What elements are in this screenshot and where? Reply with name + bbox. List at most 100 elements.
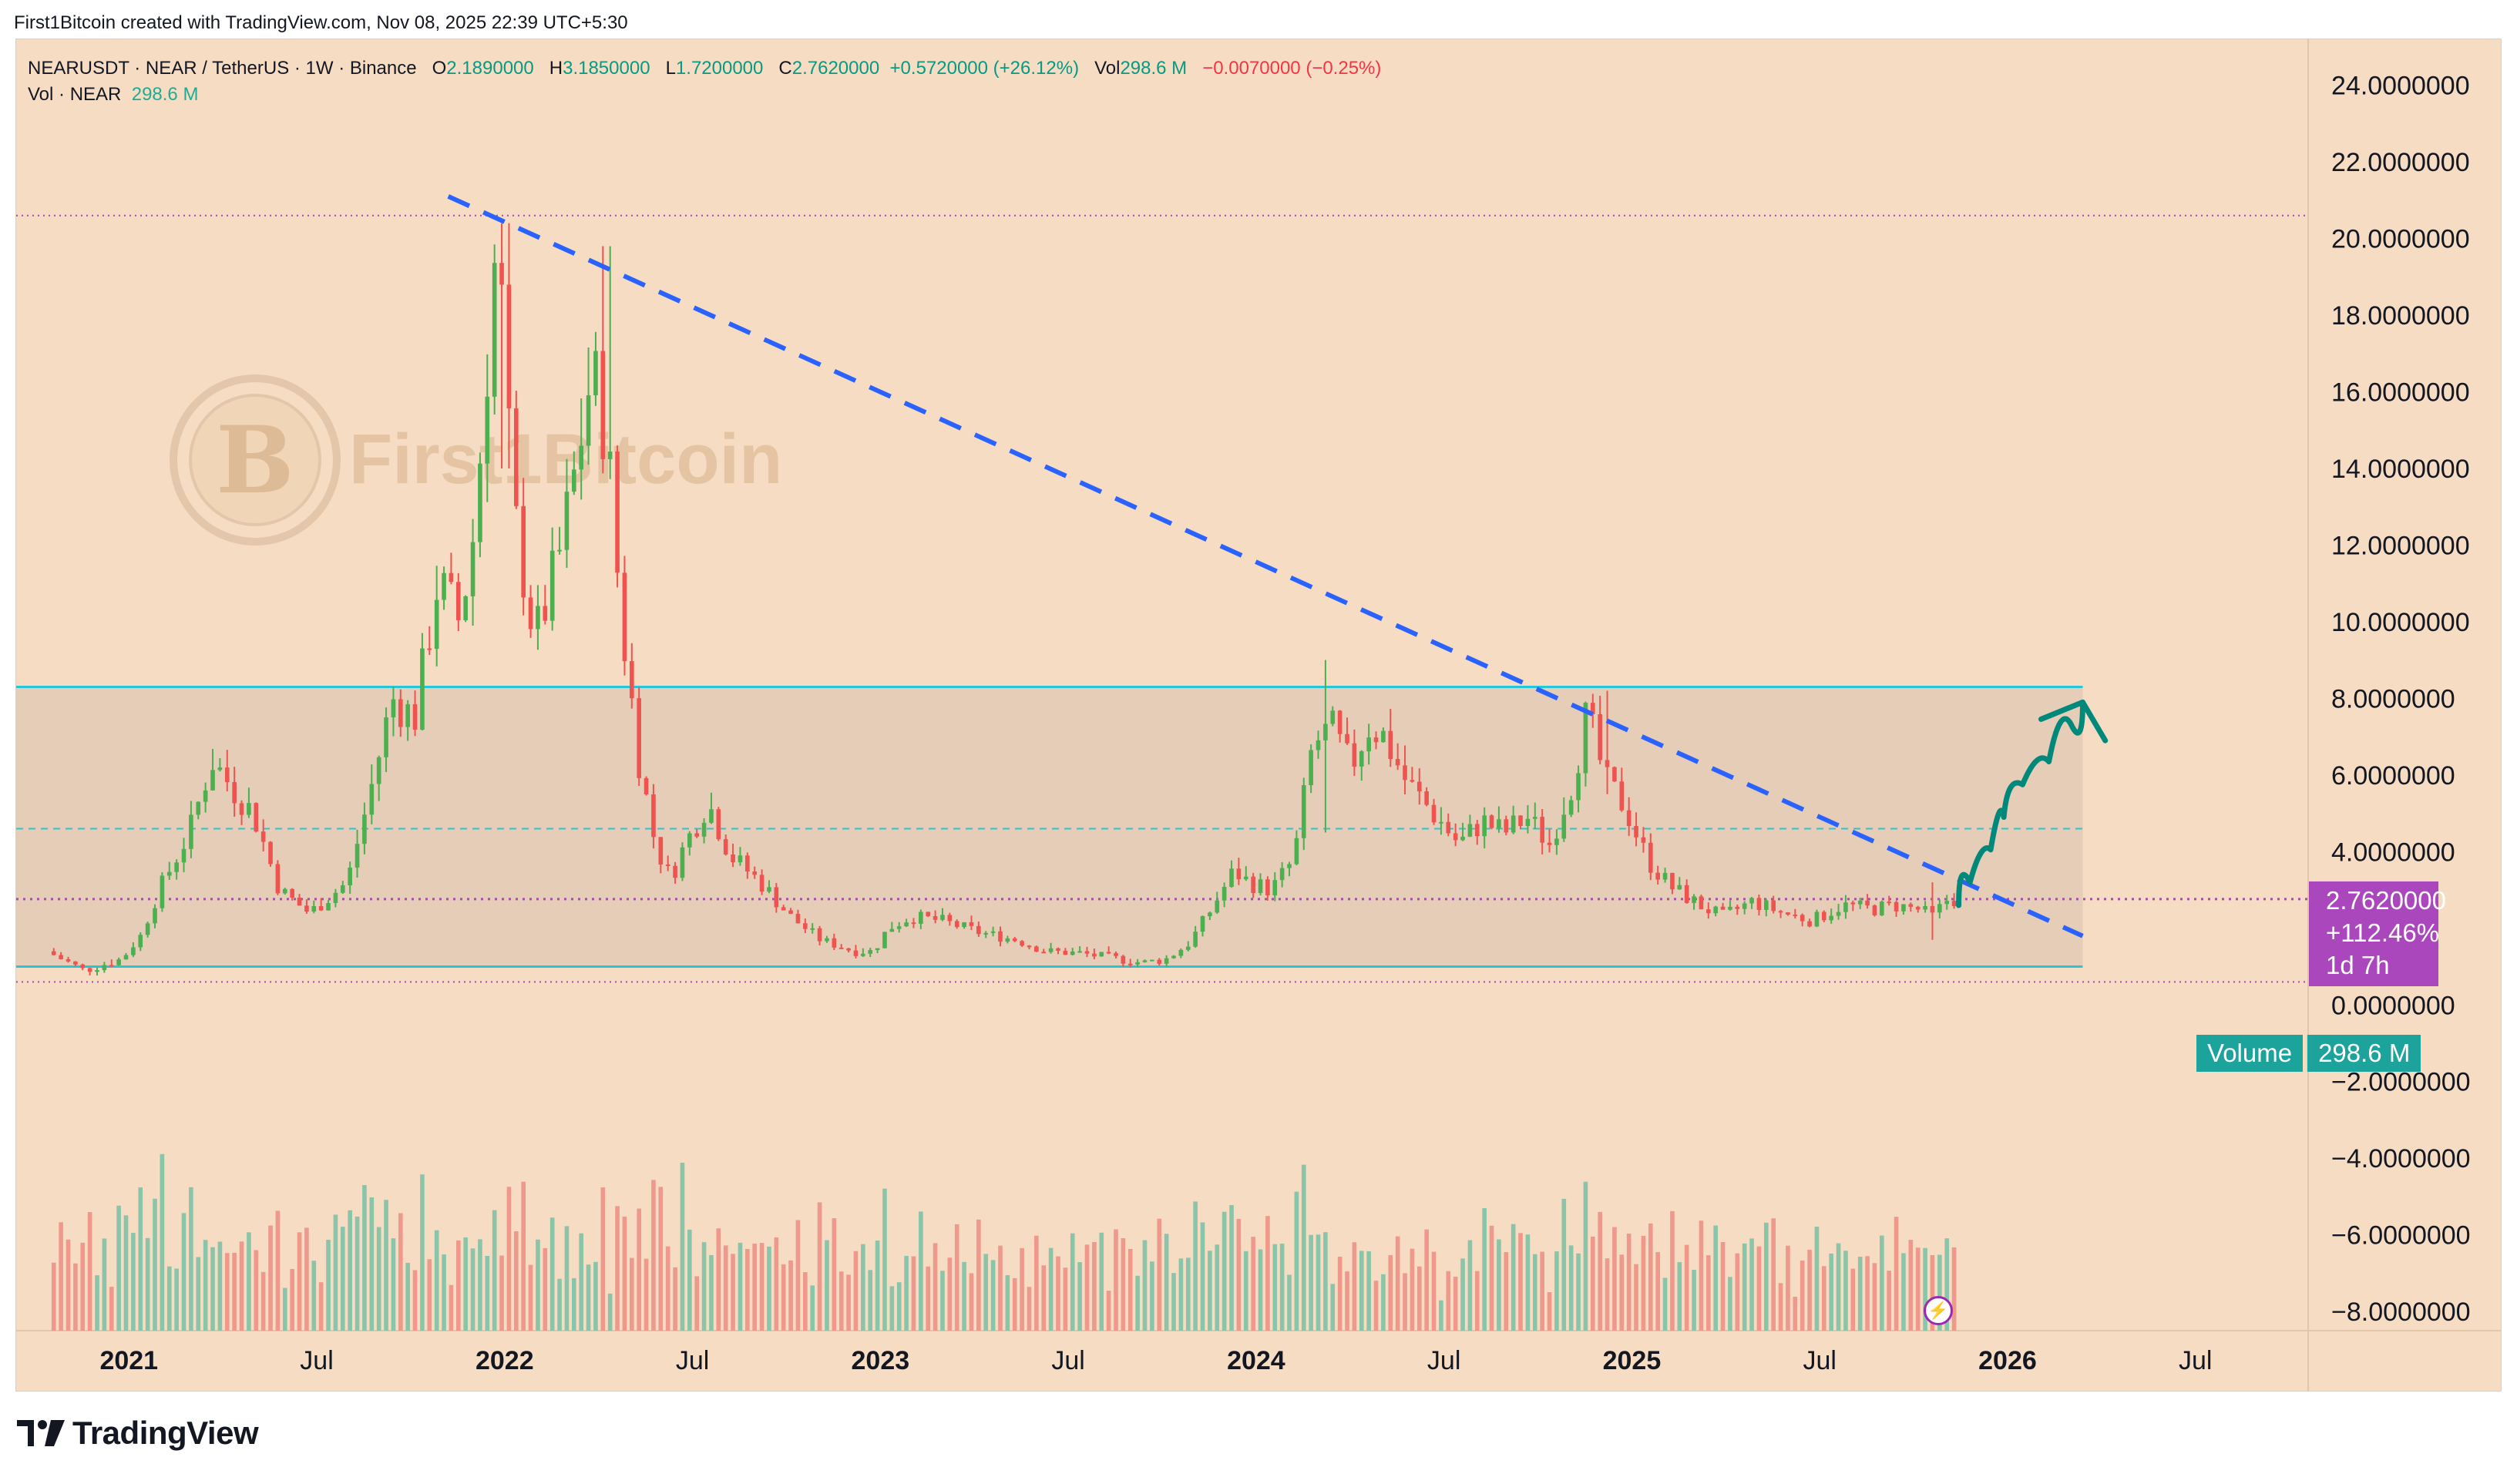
volume-bar <box>774 1237 779 1331</box>
chart-frame[interactable]: B First1Bitcoin 24.0000000 22.0000000 20.0… <box>15 39 2502 1392</box>
candle-body <box>723 839 728 854</box>
price-axis-tick-label: 18.0000000 <box>2331 301 2470 331</box>
volume-bar <box>455 1240 461 1331</box>
candle-body <box>1894 901 1899 912</box>
volume-bar <box>969 1273 974 1331</box>
legend-low-label: L <box>665 58 676 79</box>
candle-body <box>1200 916 1205 932</box>
range-box-layer <box>16 214 2308 983</box>
candle-body <box>1251 876 1255 893</box>
volume-bar <box>1720 1241 1726 1331</box>
volume-bar <box>983 1254 989 1331</box>
candle-body <box>1590 703 1595 714</box>
volume-bar <box>1041 1265 1047 1331</box>
candle-body <box>1460 836 1465 841</box>
volume-bar <box>1366 1251 1371 1331</box>
price-axis-tick-label: −2.0000000 <box>2331 1068 2471 1097</box>
volume-bar <box>59 1222 63 1331</box>
volume-bar <box>1605 1258 1610 1331</box>
volume-bar <box>1222 1211 1227 1331</box>
volume-bar <box>1829 1253 1834 1331</box>
candle-body <box>362 814 367 844</box>
candle-body <box>1951 901 1957 907</box>
volume-bar <box>1142 1240 1148 1331</box>
volume-bar <box>571 1278 576 1331</box>
volume-bar <box>521 1181 526 1331</box>
candle-body <box>1518 815 1523 826</box>
volume-bar <box>442 1254 446 1331</box>
volume-bar <box>1474 1271 1480 1331</box>
candle-body <box>1648 842 1653 873</box>
volume-bar <box>275 1210 281 1331</box>
volume-bar <box>658 1187 664 1331</box>
candle-body <box>1323 724 1328 740</box>
candle-body <box>145 923 150 935</box>
volume-bar <box>615 1206 620 1331</box>
candle-body <box>1063 950 1068 955</box>
volume-bar <box>1416 1266 1422 1331</box>
volume-bar <box>600 1187 606 1331</box>
candle-body <box>1330 710 1336 724</box>
candle-body <box>138 935 143 948</box>
volume-bar <box>153 1198 157 1331</box>
volume-bar <box>1012 1278 1017 1331</box>
candle-body <box>738 855 743 863</box>
lightning-icon[interactable]: ⚡ <box>1924 1296 1953 1325</box>
candle-body <box>123 955 129 960</box>
candle-body <box>1742 903 1747 909</box>
volume-bar <box>767 1246 771 1331</box>
candle-body <box>412 703 418 730</box>
time-axis-tick-label: Jul <box>1427 1346 1460 1375</box>
volume-bar <box>622 1216 627 1331</box>
candle-body <box>817 928 822 942</box>
time-axis-labels: 2021 Jul 2022 Jul 2023 Jul 2024 Jul 2025 Jul 2026 J… <box>99 1346 2212 1375</box>
candle-body <box>622 572 627 662</box>
time-axis-tick-label: Jul <box>676 1346 709 1375</box>
candle-body <box>607 452 613 459</box>
legend-vol-change: −0.0070000 (−0.25%) <box>1202 58 1382 79</box>
volume-bar <box>919 1211 923 1331</box>
volume-bar <box>1532 1254 1537 1331</box>
volume-bar <box>687 1229 692 1331</box>
volume-bar <box>1518 1233 1523 1331</box>
candle-body <box>470 542 476 596</box>
candle-body <box>1720 906 1726 910</box>
candle-body <box>731 854 735 863</box>
volume-bar <box>362 1185 367 1331</box>
candle-body <box>1576 773 1581 801</box>
volume-bar <box>1258 1249 1263 1331</box>
candle-body <box>1208 912 1212 917</box>
volume-bar <box>1655 1251 1660 1331</box>
price-axis-labels: 24.0000000 22.0000000 20.0000000 18.0000000… <box>2331 72 2471 1327</box>
candle-body <box>998 931 1003 942</box>
watermark-ring-inner <box>189 394 321 526</box>
candle-body <box>1084 951 1090 954</box>
candle-body <box>1048 948 1054 952</box>
volume-bar <box>434 1230 439 1331</box>
volume-bar <box>1944 1238 1950 1331</box>
volume-bar <box>933 1243 938 1331</box>
volume-bar <box>990 1260 996 1331</box>
candle-body <box>326 903 331 911</box>
candle-body <box>181 848 187 863</box>
legend-change: +0.5720000 (+26.12%) <box>889 58 1080 79</box>
candle-body <box>868 949 873 954</box>
candle-body <box>1012 938 1017 942</box>
candle-body <box>513 408 519 506</box>
candle-body <box>196 801 201 815</box>
volume-bar <box>391 1238 396 1331</box>
volume-bar <box>1497 1239 1501 1331</box>
candle-body <box>1937 904 1942 913</box>
candle-body <box>1150 959 1154 962</box>
candle-body <box>499 263 504 285</box>
chart-svg[interactable]: B First1Bitcoin 24.0000000 22.0000000 20.0… <box>16 39 2501 1391</box>
volume-bar <box>506 1187 512 1331</box>
candle-body <box>1388 730 1393 760</box>
volume-bar <box>1814 1226 1820 1331</box>
candle-body <box>427 648 432 650</box>
candle-body <box>962 922 966 928</box>
time-axis-tick-label: Jul <box>1803 1346 1836 1375</box>
tradingview-logo[interactable]: TradingView <box>17 1415 259 1452</box>
candle-body <box>557 549 562 552</box>
candle-body <box>1395 759 1400 766</box>
